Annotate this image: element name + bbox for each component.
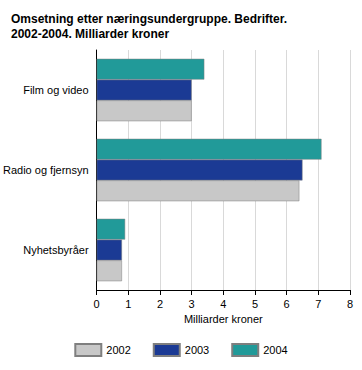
svg-text:2: 2 — [157, 298, 163, 310]
svg-text:Film og video: Film og video — [23, 84, 88, 96]
svg-text:8: 8 — [347, 298, 353, 310]
svg-text:0: 0 — [94, 298, 100, 310]
svg-text:Nyhetsbyråer: Nyhetsbyråer — [23, 244, 89, 256]
svg-text:3: 3 — [189, 298, 195, 310]
svg-text:1: 1 — [125, 298, 131, 310]
svg-text:2003: 2003 — [185, 344, 209, 356]
svg-text:Omsetning etter næringsundergr: Omsetning etter næringsundergruppe. Bedr… — [11, 12, 287, 26]
svg-text:2004: 2004 — [263, 344, 287, 356]
svg-text:6: 6 — [284, 298, 290, 310]
svg-text:2002-2004. Milliarder kroner: 2002-2004. Milliarder kroner — [11, 27, 169, 41]
svg-text:7: 7 — [315, 298, 321, 310]
svg-text:Radio og fjernsyn: Radio og fjernsyn — [3, 164, 89, 176]
svg-text:Milliarder kroner: Milliarder kroner — [184, 313, 263, 325]
svg-text:5: 5 — [252, 298, 258, 310]
svg-text:2002: 2002 — [106, 344, 130, 356]
svg-text:4: 4 — [220, 298, 226, 310]
